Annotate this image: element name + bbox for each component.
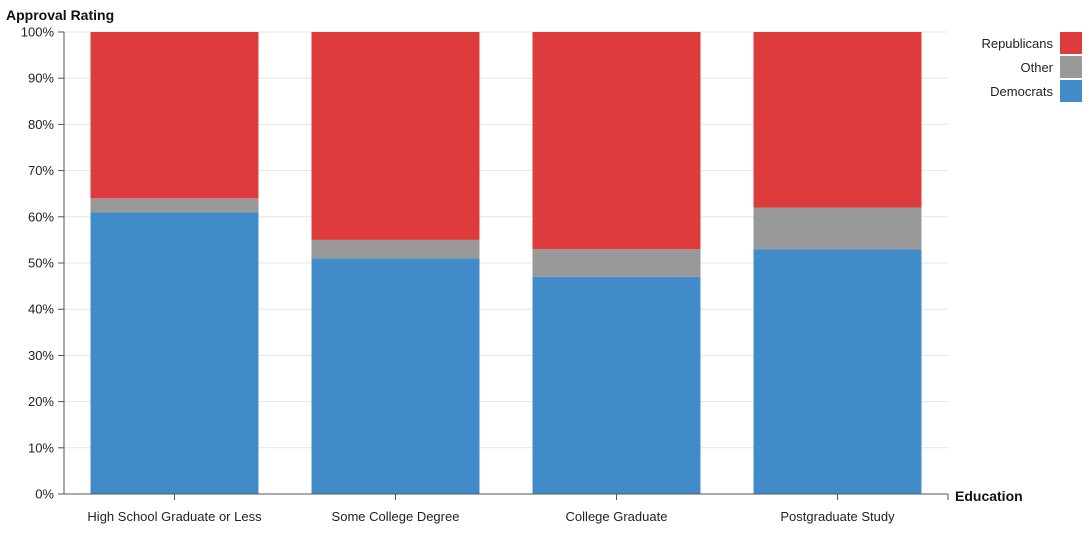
legend-swatch-other	[1060, 56, 1082, 78]
legend-label-other: Other	[1020, 60, 1053, 75]
y-tick-label: 100%	[21, 25, 55, 40]
y-tick-label: 30%	[28, 348, 54, 363]
bar-democrats-2	[311, 258, 480, 494]
y-axis: 0% 10% 20% 30% 40% 50% 60% 70% 80% 90% 100%	[21, 25, 65, 502]
bar-republicans-1	[90, 32, 259, 199]
bar-democrats-4	[753, 249, 922, 494]
bars	[90, 32, 922, 494]
y-tick-label: 50%	[28, 256, 54, 271]
bar-republicans-2	[311, 32, 480, 240]
y-tick-label: 20%	[28, 394, 54, 409]
bar-other-1	[90, 198, 259, 213]
x-axis-title: Education	[955, 488, 1023, 504]
bar-democrats-1	[90, 212, 259, 494]
x-tick-label: College Graduate	[566, 509, 668, 524]
y-axis-title: Approval Rating	[6, 7, 114, 23]
bar-republicans-4	[753, 32, 922, 208]
x-tick-label: Postgraduate Study	[780, 509, 895, 524]
bar-other-2	[311, 239, 480, 259]
legend-swatch-democrats	[1060, 80, 1082, 102]
x-tick-label: High School Graduate or Less	[87, 509, 262, 524]
legend-label-republicans: Republicans	[981, 36, 1053, 51]
bar-democrats-3	[532, 276, 701, 494]
y-tick-label: 90%	[28, 71, 54, 86]
legend-swatch-republicans	[1060, 32, 1082, 54]
x-axis: High School Graduate or Less Some College…	[64, 493, 949, 524]
y-tick-label: 10%	[28, 440, 54, 455]
legend: Republicans Other Democrats	[981, 32, 1082, 102]
bar-other-4	[753, 207, 922, 250]
legend-label-democrats: Democrats	[990, 84, 1053, 99]
bar-other-3	[532, 249, 701, 277]
y-tick-label: 0%	[35, 487, 54, 502]
bar-republicans-3	[532, 32, 701, 250]
y-tick-label: 70%	[28, 163, 54, 178]
y-tick-label: 60%	[28, 209, 54, 224]
y-tick-label: 40%	[28, 302, 54, 317]
y-tick-label: 80%	[28, 117, 54, 132]
x-tick-label: Some College Degree	[332, 509, 460, 524]
